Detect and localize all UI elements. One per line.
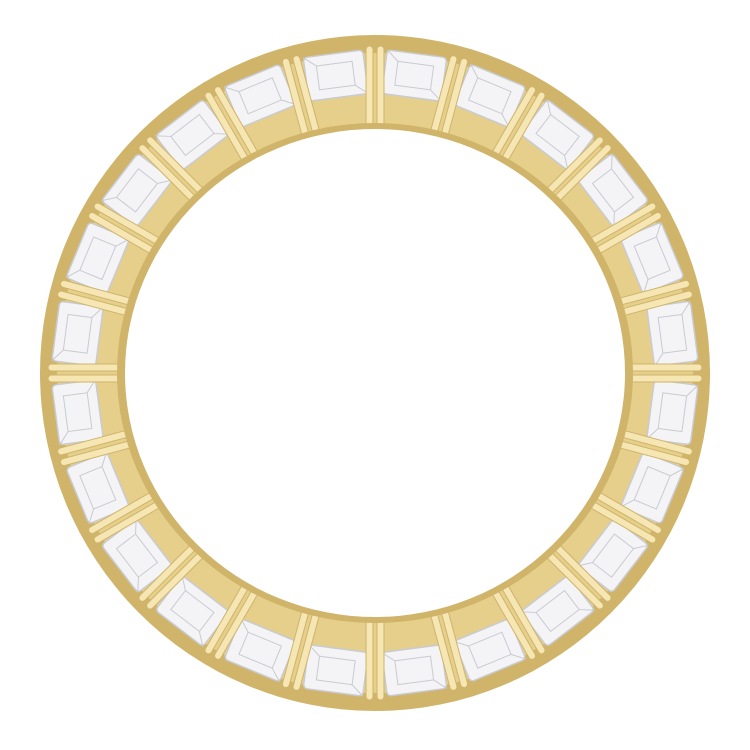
- stone-facet-line: [686, 384, 699, 397]
- stone-facet-line: [65, 269, 81, 278]
- prong: [365, 619, 385, 701]
- stone-facet: [62, 313, 93, 354]
- stone-body: [381, 644, 448, 697]
- stone-facet-line: [433, 679, 448, 689]
- stone: [381, 644, 448, 697]
- prong: [544, 136, 612, 204]
- stone-facet: [115, 168, 159, 213]
- stone-facet-line: [59, 431, 69, 446]
- stone-facet-line: [198, 631, 204, 647]
- stone: [51, 300, 104, 367]
- stone-facet: [79, 236, 117, 281]
- stone-body: [51, 300, 104, 367]
- prong-bar: [47, 374, 129, 383]
- stone-facet-line: [546, 99, 552, 115]
- ring-hole: [125, 129, 625, 617]
- stone: [223, 64, 297, 128]
- prong-bar: [365, 619, 374, 701]
- stone-body: [51, 379, 104, 446]
- stone-body: [646, 379, 699, 446]
- stone-facet: [170, 589, 215, 633]
- stone-facet-line: [386, 49, 399, 62]
- stone-facet: [79, 465, 117, 510]
- stone-facet-line: [669, 468, 685, 477]
- stone: [646, 300, 699, 367]
- stone-facet: [467, 631, 512, 669]
- stone-facet: [467, 77, 512, 115]
- prong: [88, 489, 165, 544]
- stone-facet: [62, 392, 93, 433]
- prong-bar: [47, 363, 129, 372]
- stone-facet-line: [611, 153, 613, 169]
- prong-bar: [365, 45, 374, 127]
- stone-facet: [633, 465, 671, 510]
- stone-facet: [394, 60, 435, 91]
- stone: [454, 63, 526, 128]
- stone-facet: [535, 589, 580, 633]
- stone-facet-line: [579, 609, 595, 611]
- stone: [646, 379, 699, 446]
- stone-facet-line: [51, 349, 64, 362]
- stone-facet-line: [302, 57, 317, 67]
- prong: [57, 428, 139, 467]
- stone: [381, 49, 448, 102]
- stone-facet: [657, 392, 688, 433]
- stone-facet-line: [137, 577, 139, 593]
- stone-facet-line: [633, 544, 649, 550]
- stone-facet: [315, 655, 356, 686]
- stone-facet-line: [223, 86, 240, 93]
- stone-facet-line: [681, 300, 691, 315]
- stone-facet-line: [510, 653, 527, 660]
- stone-facet: [591, 533, 635, 578]
- stone: [302, 644, 369, 697]
- prong: [611, 279, 693, 318]
- prong: [204, 583, 259, 660]
- prong: [430, 609, 469, 691]
- stone-facet: [535, 113, 580, 157]
- stone-facet: [238, 77, 283, 115]
- stone-facet: [633, 236, 671, 281]
- stone-body: [646, 300, 699, 367]
- stone-facet-line: [655, 221, 662, 238]
- prong: [365, 45, 385, 127]
- prong-bar: [621, 374, 703, 383]
- stone-facet: [115, 533, 159, 578]
- stone-facet: [238, 631, 283, 669]
- stone-facet: [315, 60, 356, 91]
- stone-facet-line: [101, 196, 117, 202]
- stone-facet-line: [271, 667, 280, 683]
- stone-facet: [657, 313, 688, 354]
- stone-facet-line: [351, 684, 364, 697]
- stone-facet-line: [155, 135, 171, 137]
- prong-bar: [376, 619, 385, 701]
- stone: [302, 49, 369, 102]
- prong-bar: [376, 45, 385, 127]
- stone-facet-line: [88, 508, 95, 525]
- stone-facet: [170, 113, 215, 157]
- stone-body: [302, 49, 369, 102]
- stone-body: [302, 644, 369, 697]
- prong-bar: [621, 363, 703, 372]
- stone-facet: [591, 168, 635, 213]
- stone: [51, 379, 104, 446]
- stone-facet: [394, 655, 435, 686]
- stone-facet-line: [470, 63, 479, 79]
- stone-body: [381, 49, 448, 102]
- prongs-group: [47, 45, 703, 701]
